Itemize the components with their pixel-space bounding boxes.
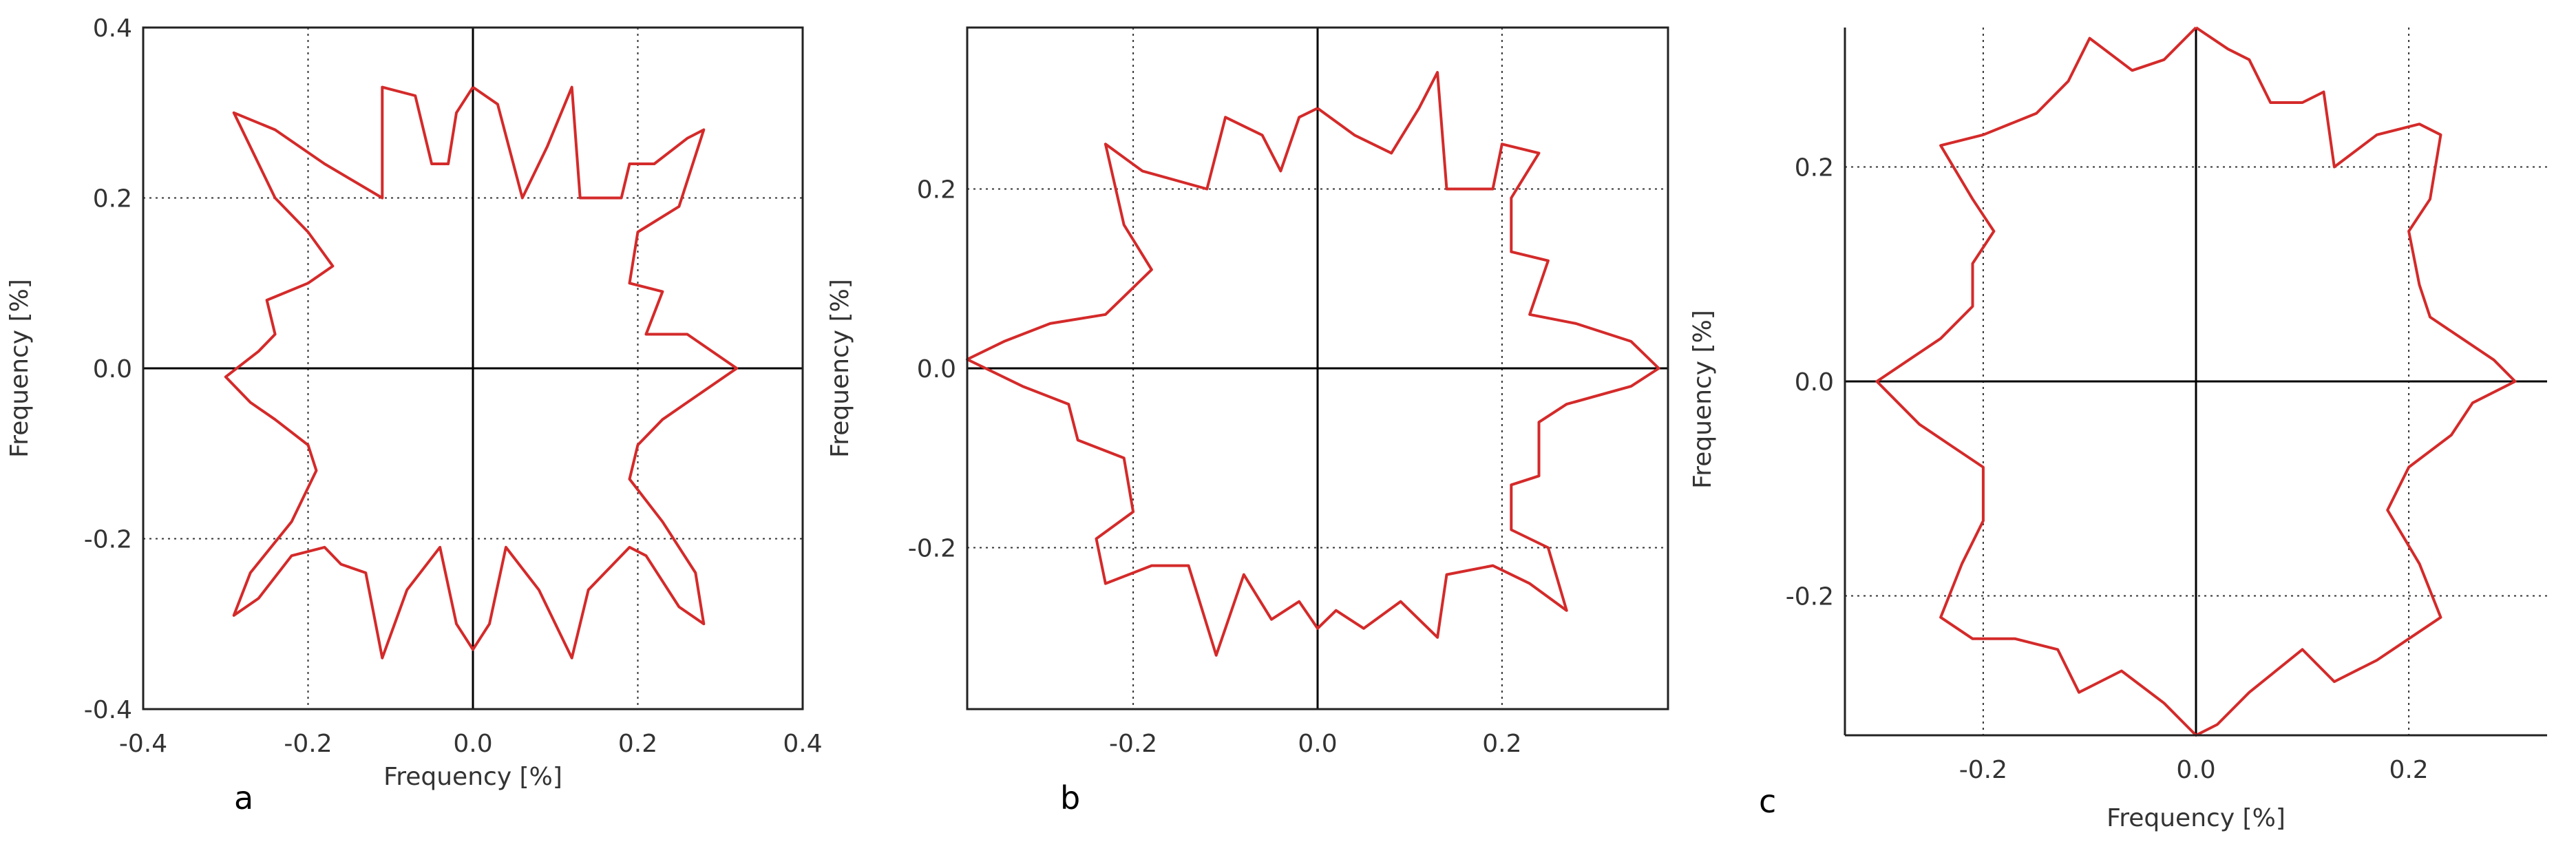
panel-c-axes xyxy=(1845,28,2547,735)
series-curve xyxy=(966,71,1660,657)
panel-c: -0.2 0.0 0.2 -0.2 0.0 0.2 Frequency [%] Frequ… xyxy=(1689,26,2547,832)
panel-a: -0.4 -0.2 0.0 0.2 0.4 -0.4 -0.2 0.0 0.2 0.4 Frequ… xyxy=(6,14,823,817)
panel-a-letter: a xyxy=(234,779,253,817)
panel-b: -0.2 0.0 0.2 -0.2 0.0 0.2 Frequency [%] b xyxy=(826,26,1669,817)
y-tick-label: -0.2 xyxy=(84,526,132,554)
x-tick-label: 0.0 xyxy=(453,730,492,758)
panel-c-xlabel: Frequency [%] xyxy=(2107,804,2285,832)
x-tick-label: 0.4 xyxy=(783,730,822,758)
y-tick-label: 0.2 xyxy=(93,185,132,213)
x-tick-label: -0.2 xyxy=(1959,756,2007,784)
x-tick-label: 0.2 xyxy=(618,730,657,758)
x-tick-label: 0.2 xyxy=(2389,756,2428,784)
y-tick-label: 0.2 xyxy=(1795,154,1834,182)
y-tick-label: -0.2 xyxy=(1786,583,1834,611)
panel-c-ylabel: Frequency [%] xyxy=(1689,310,1717,489)
y-tick-label: 0.2 xyxy=(917,176,956,204)
y-tick-label: 0.4 xyxy=(93,14,132,43)
panel-b-letter: b xyxy=(1060,779,1080,817)
panel-b-tick-labels: -0.2 0.0 0.2 -0.2 0.0 0.2 xyxy=(908,176,1522,758)
panel-a-xlabel: Frequency [%] xyxy=(383,763,562,791)
panel-b-frame xyxy=(966,26,1669,710)
x-tick-label: -0.4 xyxy=(119,730,167,758)
panel-a-curve xyxy=(224,85,739,660)
series-curve xyxy=(224,85,739,660)
panel-c-tick-labels: -0.2 0.0 0.2 -0.2 0.0 0.2 xyxy=(1786,154,2429,784)
y-tick-label: -0.4 xyxy=(84,696,132,724)
panel-b-curve xyxy=(966,71,1660,657)
x-tick-label: 0.0 xyxy=(1298,730,1337,758)
y-tick-label: 0.0 xyxy=(93,355,132,383)
panel-a-ylabel: Frequency [%] xyxy=(6,279,34,458)
panel-a-axes xyxy=(143,28,803,709)
y-tick-label: 0.0 xyxy=(917,355,956,383)
panel-a-tick-labels: -0.4 -0.2 0.0 0.2 0.4 -0.4 -0.2 0.0 0.2 0.4 xyxy=(84,14,823,758)
panel-a-frame xyxy=(142,26,804,710)
panel-b-axes xyxy=(967,28,1668,709)
series-curve xyxy=(1875,26,2517,737)
x-tick-label: 0.0 xyxy=(2176,756,2215,784)
y-tick-label: 0.0 xyxy=(1795,368,1834,397)
panel-c-curve xyxy=(1875,26,2517,737)
x-tick-label: -0.2 xyxy=(1109,730,1157,758)
panel-c-letter: c xyxy=(1759,783,1776,820)
x-tick-label: 0.2 xyxy=(1482,730,1521,758)
y-tick-label: -0.2 xyxy=(908,535,956,563)
panel-b-ylabel: Frequency [%] xyxy=(826,279,854,458)
x-tick-label: -0.2 xyxy=(284,730,332,758)
